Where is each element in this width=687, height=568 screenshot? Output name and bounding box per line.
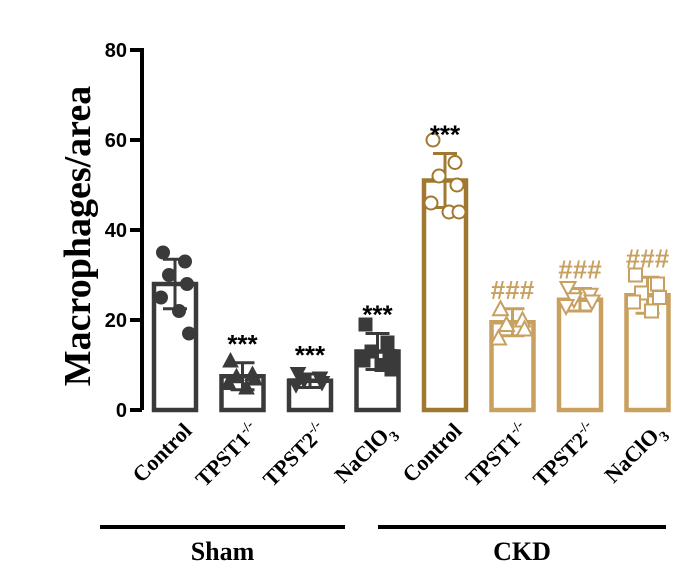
y-tick-label: 0 (116, 400, 127, 422)
data-point (228, 367, 245, 384)
significance-annotation: *** (362, 300, 393, 330)
data-point (172, 304, 186, 318)
data-point (384, 362, 399, 377)
category-label: NaClO3 (599, 418, 673, 492)
data-point (556, 299, 576, 317)
bar-group: *** (354, 300, 401, 413)
data-point (447, 155, 463, 170)
category-label: TPST2-/- (528, 418, 602, 492)
data-point (220, 374, 237, 390)
data-point (156, 245, 170, 260)
y-axis-label: Macrophages/area (57, 86, 99, 386)
significance-annotation: *** (227, 329, 258, 359)
data-point (162, 268, 176, 282)
bar-group: *** (219, 329, 266, 413)
significance-annotation: *** (295, 340, 326, 370)
bar-group: ### (624, 243, 671, 413)
data-point (644, 303, 659, 319)
group-labels: Sham CKD (100, 525, 666, 566)
data-point (358, 317, 373, 332)
y-tick-label: 40 (105, 220, 127, 242)
y-tick-label: 20 (105, 310, 127, 332)
data-point (650, 276, 665, 292)
category-label: TPST2-/- (258, 418, 332, 492)
y-tick-label: 60 (105, 130, 127, 152)
data-point (287, 378, 305, 394)
category-label: TPST1-/- (190, 418, 264, 492)
data-point (222, 351, 239, 368)
data-point (558, 281, 578, 299)
data-point (238, 378, 255, 395)
significance-annotation: *** (430, 120, 461, 150)
data-point (626, 294, 641, 310)
data-point (182, 326, 196, 341)
data-point (423, 195, 439, 211)
data-point (582, 294, 602, 312)
data-point (380, 335, 395, 350)
data-point (489, 328, 508, 346)
significance-annotation: ### (626, 243, 670, 273)
bar (556, 297, 604, 413)
data-point (628, 267, 643, 283)
data-point (449, 177, 465, 193)
bar-group: ### (489, 275, 536, 413)
data-point (180, 277, 194, 291)
data-point (154, 290, 168, 305)
bar-group: ### (556, 255, 604, 413)
significance-annotation: ### (491, 275, 535, 305)
data-point (313, 376, 331, 392)
bar-group: *** (421, 120, 469, 413)
data-point (178, 254, 192, 269)
data-point (491, 299, 510, 317)
bars-layer: *** *** *** *** ### ### ### (151, 120, 671, 413)
category-label: TPST1-/- (460, 418, 534, 492)
bar-group: *** (286, 340, 334, 413)
significance-annotation: ### (558, 255, 602, 285)
group-label: CKD (493, 537, 551, 566)
category-label: Control (127, 418, 196, 487)
category-label: NaClO3 (329, 418, 403, 492)
category-label: Control (397, 418, 466, 487)
data-point (425, 132, 441, 148)
data-point (431, 168, 447, 184)
data-point (451, 204, 467, 220)
data-point (652, 290, 667, 305)
data-point (497, 314, 516, 332)
data-point (246, 369, 263, 386)
y-axis: 0 20 40 60 80 (105, 40, 144, 422)
data-point (356, 353, 371, 368)
bar-group (151, 245, 199, 413)
data-point (515, 319, 534, 337)
y-tick-label: 80 (105, 40, 127, 62)
group-label: Sham (191, 537, 255, 566)
